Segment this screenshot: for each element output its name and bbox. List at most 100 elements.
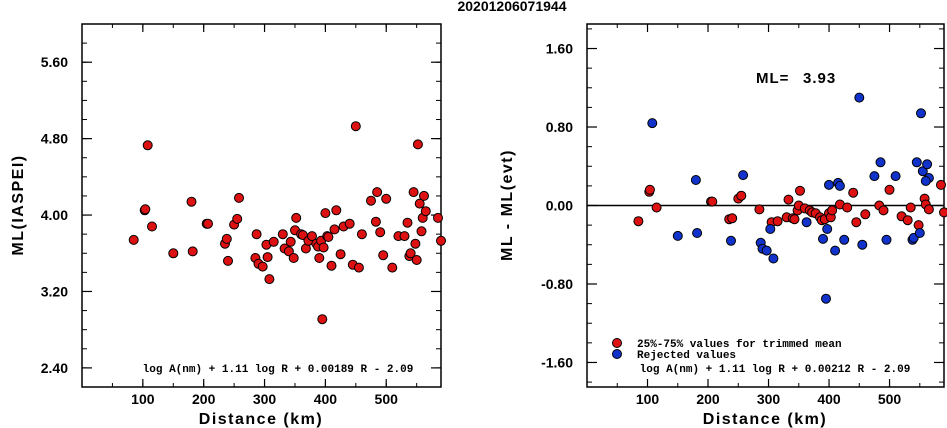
chart-title: 20201206071944	[457, 0, 566, 14]
rejected-point	[839, 234, 850, 245]
rejected-point	[824, 179, 834, 190]
data-point	[168, 248, 179, 259]
rejected-point	[911, 157, 922, 168]
x-tick-label: 300	[253, 391, 277, 407]
right-y-axis-label: ML - ML(evt)	[499, 149, 516, 261]
data-point	[223, 255, 233, 266]
legend-accepted-label: 25%-75% values for trimmed mean	[637, 339, 842, 351]
data-point	[262, 252, 273, 263]
data-point	[142, 140, 153, 151]
right-points	[633, 92, 947, 304]
data-point	[318, 242, 329, 253]
x-tick-label: 300	[757, 391, 781, 407]
left-points	[128, 121, 446, 325]
data-point	[344, 218, 355, 229]
rejected-point	[869, 171, 880, 182]
data-point	[140, 204, 151, 215]
data-point	[860, 209, 871, 220]
left-x-axis-label: Distance (km)	[199, 411, 323, 428]
right-formula: log A(nm) + 1.11 log R + 0.00212 R - 2.0…	[640, 364, 911, 376]
legend-accepted-marker	[612, 338, 622, 348]
data-point	[375, 227, 386, 238]
data-point	[317, 314, 328, 325]
data-point	[399, 231, 410, 242]
data-point	[387, 262, 398, 273]
data-point	[754, 204, 765, 215]
data-point	[433, 212, 443, 223]
y-tick-label: 5.60	[41, 54, 68, 70]
data-point	[405, 248, 416, 259]
x-tick-label: 200	[192, 391, 216, 407]
data-point	[644, 184, 655, 195]
data-point	[147, 221, 157, 232]
x-tick-label: 100	[636, 391, 660, 407]
data-point	[372, 187, 383, 198]
ml-annotation-label: ML=	[756, 70, 789, 87]
rejected-point	[761, 245, 772, 256]
data-point	[285, 236, 296, 247]
rejected-point	[690, 175, 701, 185]
data-point	[232, 213, 243, 224]
data-point	[736, 190, 747, 201]
x-tick-label: 500	[878, 391, 902, 407]
rejected-point	[765, 224, 776, 234]
data-point	[264, 274, 275, 285]
data-point	[902, 215, 913, 226]
x-tick-label: 200	[696, 391, 720, 407]
rejected-point	[738, 170, 749, 181]
data-point	[707, 196, 718, 207]
rejected-point	[857, 239, 868, 250]
data-point	[789, 214, 800, 225]
legend-rejected-marker	[612, 349, 622, 359]
left-y-axis-label: ML(IASPEI)	[10, 154, 27, 255]
rejected-point	[822, 224, 833, 234]
y-tick-label: 2.40	[41, 360, 68, 376]
data-point	[329, 224, 340, 235]
data-point	[370, 216, 381, 227]
rejected-point	[801, 217, 812, 228]
y-tick-label: 0.80	[546, 119, 573, 135]
rejected-point	[916, 108, 926, 119]
y-tick-label: 0.00	[546, 198, 573, 214]
legend-rejected-label: Rejected values	[637, 350, 736, 362]
data-point	[923, 204, 934, 215]
data-point	[420, 206, 431, 217]
data-point	[795, 185, 805, 196]
rejected-point	[875, 157, 886, 168]
data-point	[783, 194, 794, 205]
data-point	[335, 249, 346, 260]
data-point	[936, 179, 946, 190]
rejected-point	[854, 92, 865, 103]
x-tick-label: 400	[817, 391, 841, 407]
y-tick-label: -1.60	[541, 354, 573, 370]
data-point	[410, 238, 421, 249]
rejected-point	[834, 180, 845, 191]
data-point	[939, 207, 947, 218]
rejected-point	[672, 230, 683, 241]
data-point	[331, 205, 342, 216]
left-panel: ML(IASPEI) Distance (km) log A(nm) + 1.1…	[10, 23, 446, 428]
data-point	[353, 262, 364, 273]
x-tick-label: 400	[314, 391, 338, 407]
y-tick-label: 3.20	[41, 283, 68, 299]
data-point	[234, 192, 244, 203]
data-point	[251, 229, 262, 240]
right-panel: ML - ML(evt) Distance (km) ML= 3.93 25%-…	[499, 23, 947, 428]
data-point	[221, 233, 232, 244]
data-point	[128, 234, 139, 245]
data-point	[878, 205, 889, 216]
data-point	[323, 232, 334, 242]
ml-annotation-value: 3.93	[803, 70, 836, 87]
data-point	[291, 212, 302, 223]
rejected-point	[922, 159, 933, 170]
data-point	[412, 139, 423, 150]
data-point	[366, 195, 376, 206]
rejected-point	[692, 228, 703, 238]
data-point	[381, 193, 392, 204]
data-point	[283, 246, 294, 257]
data-point	[320, 208, 331, 219]
x-tick-label: 500	[375, 391, 399, 407]
rejected-point	[818, 233, 828, 244]
data-point	[307, 231, 317, 242]
